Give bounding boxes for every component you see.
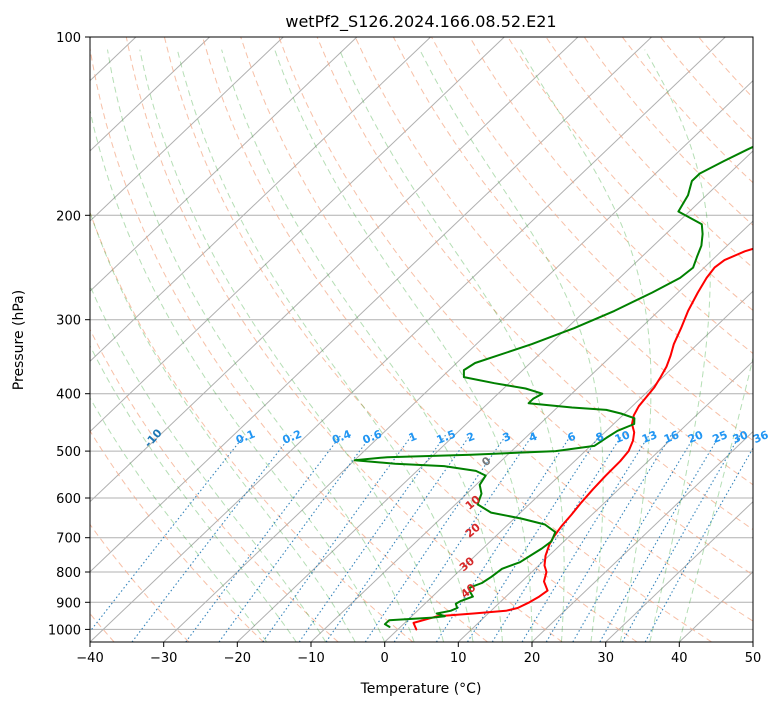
y-tick-label: 100 [56,31,81,46]
isotherm-gridline [753,37,775,642]
x-tick-label: −40 [76,651,103,666]
y-tick-label: 400 [56,388,81,403]
x-axis-label: Temperature (°C) [360,681,482,697]
y-tick-label: 300 [56,314,81,329]
x-tick-label: −20 [224,651,251,666]
y-tick-label: 900 [56,596,81,611]
y-tick-label: 600 [56,492,81,507]
x-tick-label: 20 [524,651,541,666]
mixing-ratio-label: 36 [751,428,770,446]
y-tick-label: 1000 [48,623,81,638]
x-tick-label: 10 [450,651,467,666]
x-tick-label: 0 [381,651,389,666]
y-axis-label: Pressure (hPa) [11,290,27,390]
isotherm-gridline [0,37,62,642]
x-tick-label: −10 [297,651,324,666]
x-tick-label: 40 [671,651,688,666]
chart-title: wetPf2_S126.2024.166.08.52.E21 [285,12,556,32]
y-tick-label: 800 [56,566,81,581]
plot-area [90,37,753,642]
x-tick-label: 50 [745,651,762,666]
y-tick-label: 500 [56,445,81,460]
x-tick-label: −30 [150,651,177,666]
y-tick-label: 700 [56,532,81,547]
y-tick-label: 200 [56,209,81,224]
x-tick-label: 30 [597,651,614,666]
